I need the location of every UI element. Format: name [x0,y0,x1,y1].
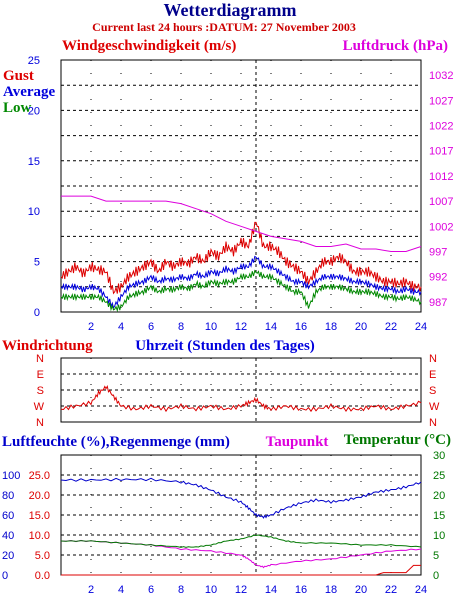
wind-y-tick-label: 25 [28,55,40,67]
pressure-y-tick-label: 1017 [429,146,453,158]
humidity-x-tick-label: 4 [118,584,124,596]
chart-marks: 0510152025987992997100210071012101710221… [2,55,453,596]
wind-x-tick-label: 8 [178,321,184,333]
wind-x-tick-label: 24 [415,321,427,333]
pressure-series-line [61,195,422,252]
humidity-x-tick-label: 8 [178,584,184,596]
humidity-x-tick-label: 10 [205,584,217,596]
direction-y-tick-left: N [36,353,44,365]
legend-low: Low [3,100,32,116]
rain-y-tick-label: 15.0 [29,510,50,522]
temperature-y-tick-label: 30 [433,450,445,462]
rain-series-line [61,564,421,576]
temperature-y-tick-label: 10 [433,530,445,542]
wind-y-tick-label: 0 [34,307,40,319]
humidity-x-tick-label: 22 [385,584,397,596]
temperature-y-tick-label: 15 [433,510,445,522]
wind-x-tick-label: 10 [205,321,217,333]
wind-x-tick-label: 4 [118,321,124,333]
humidity-y-tick-label: 40 [2,530,14,542]
temperature-y-tick-label: 0 [433,570,439,582]
humidity-y-tick-label: 100 [2,470,20,482]
humidity-rain-axis-label: Luftfeuchte (%),Regenmenge (mm) [2,434,230,450]
direction-y-tick-left: W [34,401,45,413]
gust-series-line [60,221,422,295]
direction-y-tick-right: N [429,353,437,365]
wind-x-tick-label: 18 [325,321,337,333]
humidity-x-tick-label: 20 [355,584,367,596]
pressure-y-tick-label: 1012 [429,171,453,183]
legend-average: Average [3,84,56,100]
temperature-series-line [60,534,422,548]
wind-y-tick-label: 20 [28,105,40,117]
humidity-y-tick-label: 80 [2,490,14,502]
temperature-y-tick-label: 25 [433,470,445,482]
pressure-y-tick-label: 1007 [429,196,453,208]
wind-direction-axis-label: Windrichtung [2,338,93,354]
humidity-y-tick-label: 0 [2,570,8,582]
humidity-x-tick-label: 2 [88,584,94,596]
direction-y-tick-right: W [429,401,440,413]
legend-gust: Gust [3,68,34,84]
wind-x-tick-label: 16 [295,321,307,333]
rain-y-tick-label: 20.0 [29,490,50,502]
wind-y-tick-label: 15 [28,156,40,168]
humidity-x-tick-label: 16 [295,584,307,596]
rain-y-tick-label: 10.0 [29,530,50,542]
direction-y-tick-right: N [429,417,437,429]
wind-x-tick-label: 20 [355,321,367,333]
temperature-y-tick-label: 20 [433,490,445,502]
wind-x-tick-label: 14 [265,321,277,333]
pressure-y-tick-label: 1022 [429,121,453,133]
pressure-y-tick-label: 1027 [429,95,453,107]
humidity-series-line [60,477,422,519]
rain-y-tick-label: 5.0 [35,550,50,562]
humidity-y-tick-label: 20 [2,550,14,562]
humidity-x-tick-label: 14 [265,584,277,596]
humidity-x-tick-label: 6 [148,584,154,596]
temperature-axis-label: Temperatur (°C) [344,432,451,448]
average-series-line [60,255,422,310]
chart-title: Wetterdiagramm [164,0,297,20]
pressure-y-tick-label: 997 [429,247,447,259]
humidity-x-tick-label: 12 [235,584,247,596]
temperature-y-tick-label: 5 [433,550,439,562]
wind-x-tick-label: 6 [148,321,154,333]
wind-x-tick-label: 2 [88,321,94,333]
pressure-y-tick-label: 992 [429,272,447,284]
direction-y-tick-right: E [429,369,436,381]
wind-y-tick-label: 5 [34,257,40,269]
humidity-x-tick-label: 18 [325,584,337,596]
direction-y-tick-left: S [37,385,44,397]
direction-y-tick-left: N [36,417,44,429]
time-axis-label: Uhrzeit (Stunden des Tages) [135,338,315,354]
pressure-y-tick-label: 987 [429,297,447,309]
dewpoint-axis-label: Taupunkt [266,434,329,450]
wind-x-tick-label: 22 [385,321,397,333]
rain-y-tick-label: 25.0 [29,470,50,482]
pressure-y-tick-label: 1032 [429,70,453,82]
wind-direction-series-line [60,385,422,413]
wind-x-tick-label: 12 [235,321,247,333]
rain-y-tick-label: 0.0 [35,570,50,582]
direction-y-tick-right: S [429,385,436,397]
pressure-y-tick-label: 1002 [429,221,453,233]
wind-y-tick-label: 10 [28,206,40,218]
low-series-line [60,269,422,313]
chart-subtitle: Current last 24 hours :DATUM: 27 Novembe… [92,20,356,34]
direction-y-tick-left: E [37,369,44,381]
pressure-axis-label: Luftdruck (hPa) [343,38,448,54]
humidity-x-tick-label: 24 [415,584,427,596]
humidity-y-tick-label: 60 [2,510,14,522]
wind-speed-axis-label: Windgeschwindigkeit (m/s) [62,38,236,54]
